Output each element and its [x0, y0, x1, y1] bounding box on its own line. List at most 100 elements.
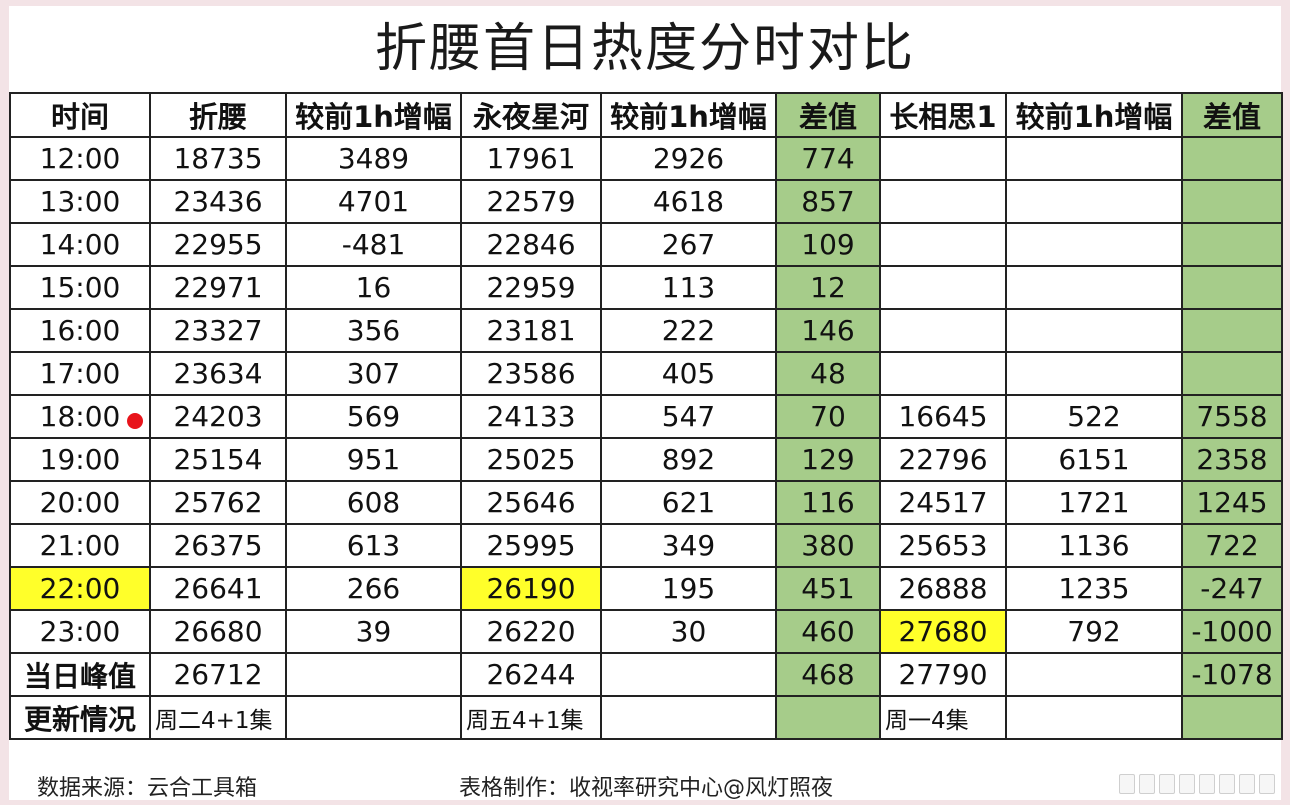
data-cell: 23634: [149, 351, 287, 396]
data-cell: 24517: [879, 480, 1007, 525]
data-cell: 25154: [149, 437, 287, 482]
diff-cell: 12: [775, 265, 881, 310]
diff-cell: -247: [1181, 566, 1283, 611]
data-cell: 1136: [1005, 523, 1183, 568]
update-row: 更新情况 周二4+1集 周五4+1集 周一4集: [9, 695, 1283, 740]
table-row: 13:00 23436 4701 22579 4618 857: [9, 179, 1283, 224]
diff-cell: [1181, 351, 1283, 396]
table-row: 16:00 23327 356 23181 222 146: [9, 308, 1283, 353]
comparison-table: 时间 折腰 较前1h增幅 永夜星河 较前1h增幅 差值 长相思1 较前1h增幅 …: [9, 92, 1283, 740]
data-cell: 25646: [460, 480, 602, 525]
peak-row: 当日峰值 26712 26244 468 27790 -1078: [9, 652, 1283, 697]
update-note: 周二4+1集: [149, 695, 287, 740]
header-yongye-increase: 较前1h增幅: [600, 92, 777, 138]
data-cell: 39: [285, 609, 462, 654]
diff-cell: [1181, 308, 1283, 353]
data-cell: 892: [600, 437, 777, 482]
data-cell: 26680: [149, 609, 287, 654]
data-cell: 16: [285, 265, 462, 310]
diff-cell: 857: [775, 179, 881, 224]
time-cell-highlighted: 22:00: [9, 566, 151, 611]
data-cell: 4618: [600, 179, 777, 224]
data-cell: 22846: [460, 222, 602, 267]
data-cell: 27790: [879, 652, 1007, 697]
data-cell: 22971: [149, 265, 287, 310]
data-cell: 22796: [879, 437, 1007, 482]
data-cell: [285, 695, 462, 740]
data-cell: 23181: [460, 308, 602, 353]
time-cell: 16:00: [9, 308, 151, 353]
data-cell-highlighted: 26190: [460, 566, 602, 611]
data-cell: [1005, 652, 1183, 697]
data-cell: 608: [285, 480, 462, 525]
data-cell: 24203: [149, 394, 287, 439]
data-cell: [1005, 695, 1183, 740]
data-cell: 26375: [149, 523, 287, 568]
time-cell: 21:00: [9, 523, 151, 568]
data-cell: 6151: [1005, 437, 1183, 482]
data-cell: 349: [600, 523, 777, 568]
diff-cell: 2358: [1181, 437, 1283, 482]
data-cell: [879, 222, 1007, 267]
data-cell: 267: [600, 222, 777, 267]
diff-cell: [1181, 179, 1283, 224]
sheet: 折腰首日热度分时对比 时间 折腰 较前1h增幅 永夜星河 较前1h增幅 差值 长…: [9, 6, 1283, 801]
data-cell: 792: [1005, 609, 1183, 654]
data-cell: 222: [600, 308, 777, 353]
diff-cell: 129: [775, 437, 881, 482]
time-cell-marked: 18:00: [9, 394, 151, 439]
diff-cell: 468: [775, 652, 881, 697]
data-cell: [879, 136, 1007, 181]
data-cell: 23436: [149, 179, 287, 224]
data-cell: 16645: [879, 394, 1007, 439]
update-note: 周五4+1集: [460, 695, 602, 740]
data-cell: 1721: [1005, 480, 1183, 525]
data-cell: [879, 308, 1007, 353]
data-cell: [1005, 179, 1183, 224]
header-zheyao-increase: 较前1h增幅: [285, 92, 462, 138]
data-cell: 26641: [149, 566, 287, 611]
header-diff-1: 差值: [775, 92, 881, 138]
data-cell: [285, 652, 462, 697]
time-cell: 15:00: [9, 265, 151, 310]
diff-cell: 70: [775, 394, 881, 439]
data-cell: [600, 652, 777, 697]
time-cell: 12:00: [9, 136, 151, 181]
update-label: 更新情况: [9, 695, 151, 740]
data-cell: 23586: [460, 351, 602, 396]
data-cell: 522: [1005, 394, 1183, 439]
data-cell: 26244: [460, 652, 602, 697]
footer: 数据来源：云合工具箱 表格制作：收视率研究中心@风灯照夜: [9, 768, 1281, 801]
diff-cell: 7558: [1181, 394, 1283, 439]
time-cell: 17:00: [9, 351, 151, 396]
data-cell: [1005, 351, 1183, 396]
header-zheyao: 折腰: [149, 92, 287, 138]
diff-cell: 380: [775, 523, 881, 568]
table-row: 22:00 26641 266 26190 195 451 26888 1235…: [9, 566, 1283, 611]
diff-cell: 774: [775, 136, 881, 181]
data-cell: 951: [285, 437, 462, 482]
diff-cell: [775, 695, 881, 740]
header-yongye: 永夜星河: [460, 92, 602, 138]
diff-cell: [1181, 695, 1283, 740]
diff-cell: 460: [775, 609, 881, 654]
diff-cell: [1181, 136, 1283, 181]
table-row: 12:00 18735 3489 17961 2926 774: [9, 136, 1283, 181]
data-cell: [879, 351, 1007, 396]
diff-cell: 451: [775, 566, 881, 611]
peak-label: 当日峰值: [9, 652, 151, 697]
data-cell: 23327: [149, 308, 287, 353]
data-cell: 1235: [1005, 566, 1183, 611]
diff-cell: 48: [775, 351, 881, 396]
data-cell: [879, 265, 1007, 310]
table-row: 15:00 22971 16 22959 113 12: [9, 265, 1283, 310]
time-cell: 19:00: [9, 437, 151, 482]
data-cell: 113: [600, 265, 777, 310]
table-row: 23:00 26680 39 26220 30 460 27680 792 -1…: [9, 609, 1283, 654]
data-cell: 25995: [460, 523, 602, 568]
data-cell: 25762: [149, 480, 287, 525]
data-cell: 25025: [460, 437, 602, 482]
time-cell: 23:00: [9, 609, 151, 654]
data-cell: 25653: [879, 523, 1007, 568]
header-changxiangsi-increase: 较前1h增幅: [1005, 92, 1183, 138]
